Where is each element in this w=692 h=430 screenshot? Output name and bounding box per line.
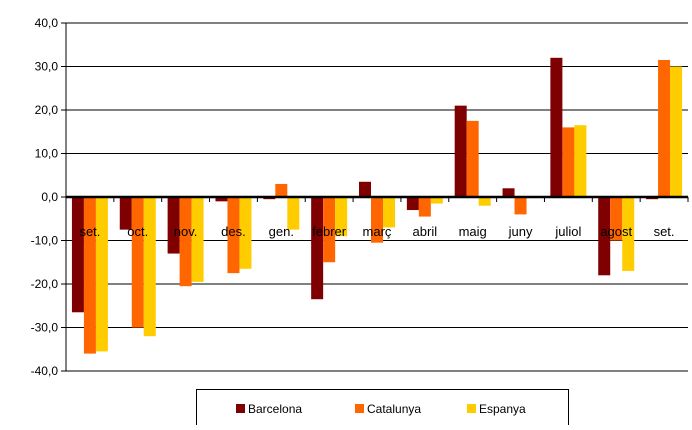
bar-barcelona-5 (311, 197, 324, 300)
bar-catalunya-12 (658, 59, 671, 197)
y-tick-label: -20,0 (31, 277, 59, 291)
y-tick-label: 20,0 (35, 103, 59, 117)
category-label: set. (654, 224, 675, 239)
bar-catalunya-0 (83, 197, 96, 354)
bar-espanya-10 (574, 125, 587, 197)
y-tick-labels: 40,0 30,0 20,0 10,0 0,0 -10,0 -20,0 -30,0 -40,0 (31, 16, 59, 378)
bar-espanya-12 (670, 66, 683, 197)
bar-espanya-7 (430, 197, 443, 204)
bar-catalunya-10 (562, 127, 575, 197)
bar-barcelona-9 (502, 188, 515, 197)
bar-barcelona-7 (406, 197, 419, 211)
bar-catalunya-3 (227, 197, 240, 274)
y-tick-label: 30,0 (35, 60, 59, 74)
y-tick-label: -30,0 (31, 321, 59, 335)
y-tick-label: 0,0 (41, 190, 58, 204)
bar-espanya-8 (478, 197, 491, 206)
bar-espanya-0 (95, 197, 108, 352)
bar-barcelona-10 (550, 57, 563, 197)
category-label: agost (600, 224, 632, 239)
bar-barcelona-6 (359, 181, 371, 197)
legend-swatch-barcelona (236, 404, 245, 413)
bars (71, 57, 683, 354)
category-label: set. (79, 224, 100, 239)
category-labels: set. oct. nov. des. gen. febrer març abril maig j… (79, 224, 674, 239)
bar-espanya-4 (287, 197, 300, 230)
axes (61, 22, 689, 372)
category-label: març (363, 224, 392, 239)
y-tick-label: -10,0 (31, 234, 59, 248)
category-label: des. (221, 224, 246, 239)
bar-catalunya-11 (610, 197, 623, 241)
bar-barcelona-0 (71, 197, 84, 313)
y-tick-label: 40,0 (35, 16, 59, 30)
bar-espanya-3 (239, 197, 252, 269)
bar-espanya-2 (191, 197, 204, 282)
category-label: gen. (269, 224, 294, 239)
y-tick-label: 10,0 (35, 147, 59, 161)
bar-catalunya-5 (323, 197, 336, 263)
bar-catalunya-9 (514, 197, 527, 215)
bar-espanya-11 (622, 197, 635, 271)
bar-catalunya-8 (466, 120, 479, 197)
y-tick-label: -40,0 (31, 364, 59, 378)
category-label: juliol (554, 224, 581, 239)
bar-espanya-5 (335, 197, 348, 237)
bar-catalunya-1 (131, 197, 144, 328)
category-label: abril (413, 224, 438, 239)
bar-barcelona-2 (167, 197, 180, 254)
legend-box (196, 389, 569, 426)
bar-barcelona-1 (119, 197, 132, 230)
legend: Barcelona Catalunya Espanya (196, 389, 569, 426)
category-label: febrer (312, 224, 347, 239)
legend-label-catalunya: Catalunya (367, 402, 421, 416)
bar-barcelona-3 (215, 197, 228, 202)
category-label: nov. (174, 224, 198, 239)
category-label: maig (459, 224, 487, 239)
bar-catalunya-6 (371, 197, 383, 243)
legend-label-espanya: Espanya (479, 402, 526, 416)
bar-catalunya-4 (275, 183, 288, 197)
bar-catalunya-2 (179, 197, 192, 287)
bar-espanya-1 (143, 197, 156, 337)
category-label: oct. (127, 224, 148, 239)
category-label: juny (508, 224, 533, 239)
legend-swatch-catalunya (355, 404, 364, 413)
bar-barcelona-8 (454, 105, 467, 197)
legend-label-barcelona: Barcelona (248, 402, 302, 416)
legend-swatch-espanya (467, 404, 476, 413)
bar-barcelona-11 (598, 197, 611, 276)
bar-espanya-6 (383, 197, 395, 228)
bar-catalunya-7 (418, 197, 431, 217)
